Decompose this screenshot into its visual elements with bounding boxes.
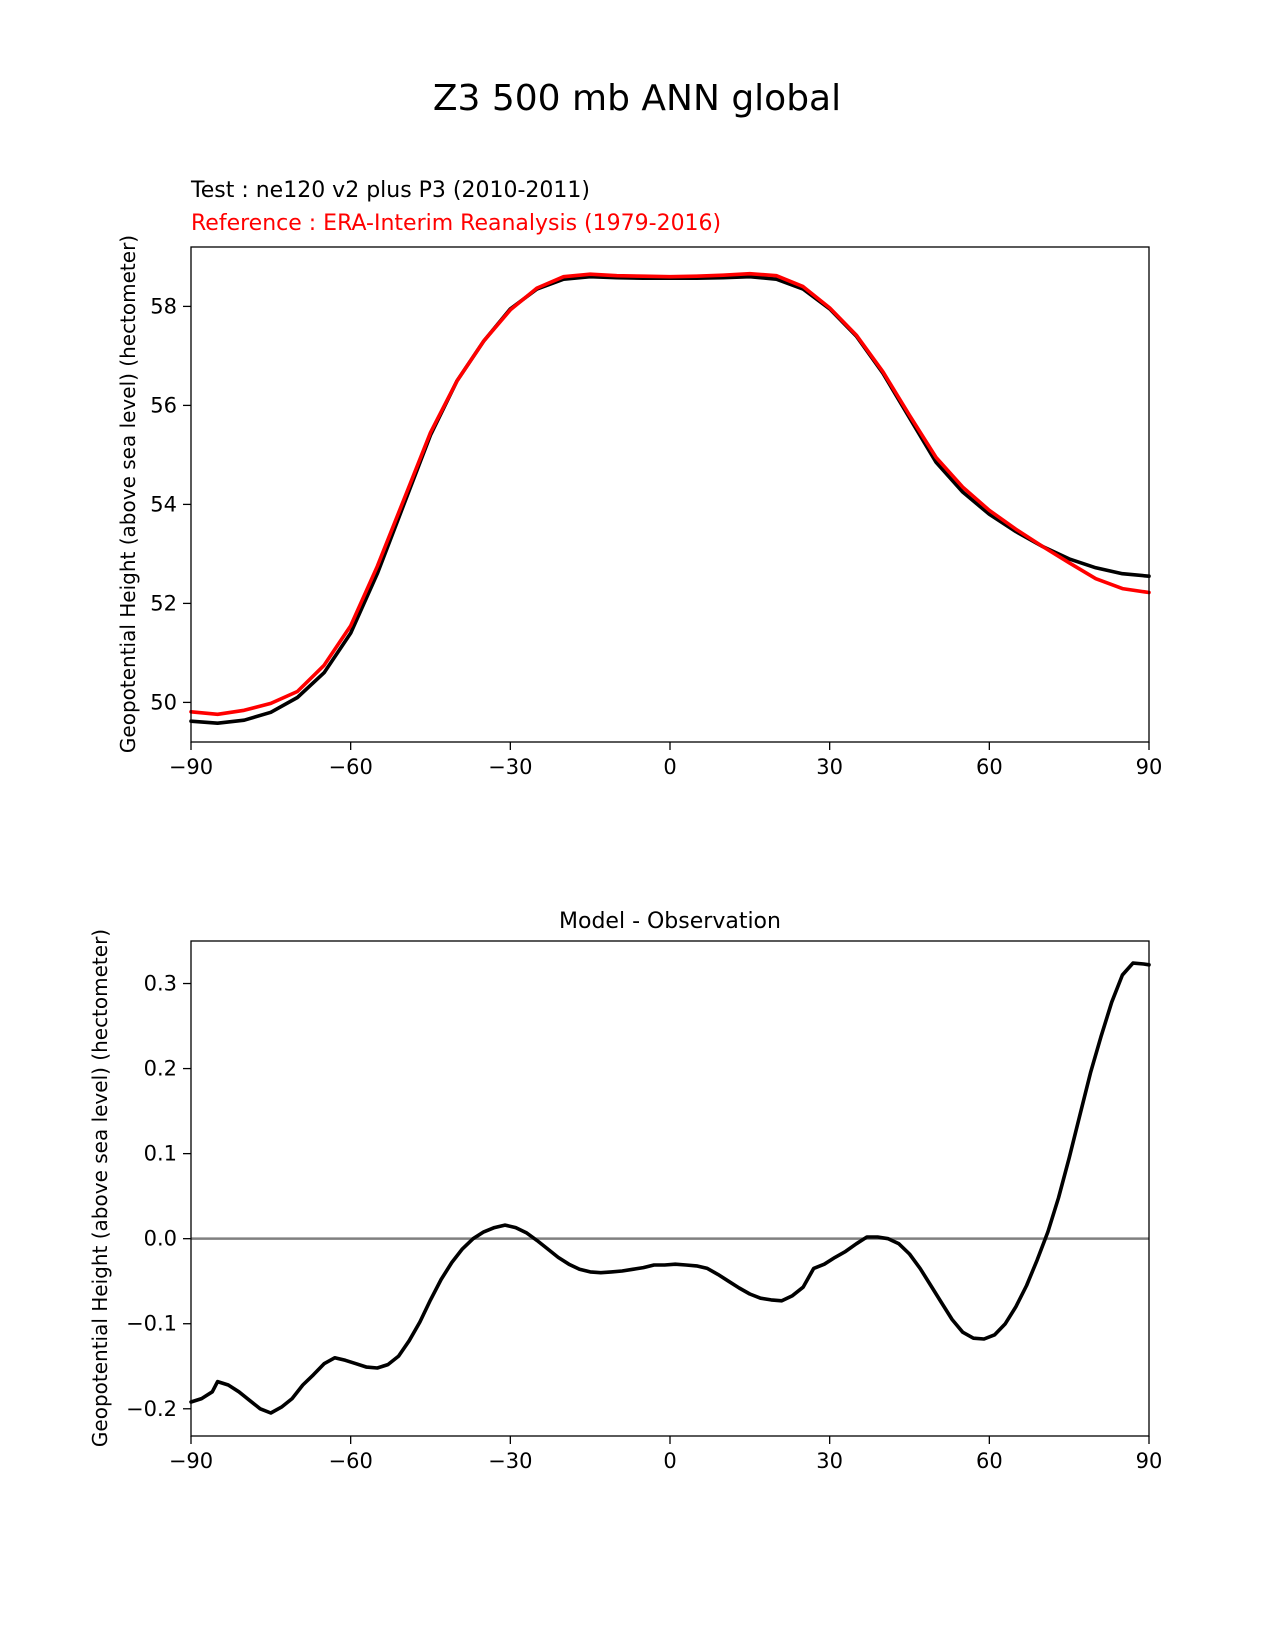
bottom-x-tick-label: −90: [169, 1449, 213, 1473]
top-y-tick-label: 54: [150, 492, 177, 516]
top-y-tick-label: 56: [150, 393, 177, 417]
top-x-tick-label: −30: [488, 755, 532, 779]
bottom-x-tick-label: 90: [1136, 1449, 1163, 1473]
top-panel-reference-title: Reference : ERA-Interim Reanalysis (1979…: [191, 211, 721, 236]
top-y-tick-label: 52: [150, 591, 177, 615]
top-panel-series: [189, 271, 1151, 725]
bottom-panel-frame: [190, 940, 1150, 1437]
bottom-x-tick-label: 0: [663, 1449, 676, 1473]
top-y-tick-label: 50: [150, 690, 177, 714]
top-panel: Test : ne120 v2 plus P3 (2010-2011) Refe…: [116, 178, 1162, 779]
top-y-tick-label: 58: [150, 294, 177, 318]
top-series-line-test: [189, 274, 1151, 725]
bottom-panel-y-axis: −0.2 −0.1 0.0 0.1 0.2 0.3: [126, 972, 191, 1421]
top-x-tick-label: 90: [1136, 755, 1163, 779]
bottom-y-tick-label: 0.3: [144, 972, 177, 996]
bottom-panel-title: Model - Observation: [559, 909, 781, 934]
bottom-y-tick-label: −0.2: [126, 1397, 177, 1421]
top-panel-test-title: Test : ne120 v2 plus P3 (2010-2011): [190, 178, 590, 203]
top-panel-frame: [190, 246, 1150, 743]
figure-title: Z3 500 mb ANN global: [433, 78, 841, 119]
top-x-tick-label: −90: [169, 755, 213, 779]
bottom-y-tick-label: −0.1: [126, 1312, 177, 1336]
bottom-series-line-model-observation: [189, 961, 1151, 1415]
top-panel-y-axis: 50 52 54 56 58: [150, 294, 191, 714]
bottom-x-tick-label: 60: [976, 1449, 1003, 1473]
bottom-x-tick-label: −30: [488, 1449, 532, 1473]
bottom-x-tick-label: 30: [816, 1449, 843, 1473]
bottom-panel: Model - Observation −90 −60 −30 0 30 60 90 −0.…: [88, 909, 1162, 1473]
top-x-tick-label: 30: [816, 755, 843, 779]
bottom-panel-x-axis: −90 −60 −30 0 30 60 90: [169, 1436, 1163, 1473]
top-x-tick-label: 0: [663, 755, 676, 779]
top-panel-y-axis-label: Geopotential Height (above sea level) (h…: [116, 235, 140, 753]
bottom-panel-series: [189, 961, 1151, 1415]
top-x-tick-label: −60: [329, 755, 373, 779]
top-panel-x-axis: −90 −60 −30 0 30 60 90: [169, 742, 1163, 779]
top-x-tick-label: 60: [976, 755, 1003, 779]
bottom-y-tick-label: 0.1: [144, 1142, 177, 1166]
bottom-y-tick-label: 0.0: [144, 1227, 177, 1251]
bottom-x-tick-label: −60: [329, 1449, 373, 1473]
top-series-line-reference: [189, 271, 1151, 717]
bottom-y-tick-label: 0.2: [144, 1057, 177, 1081]
bottom-panel-y-axis-label: Geopotential Height (above sea level) (h…: [88, 929, 112, 1447]
